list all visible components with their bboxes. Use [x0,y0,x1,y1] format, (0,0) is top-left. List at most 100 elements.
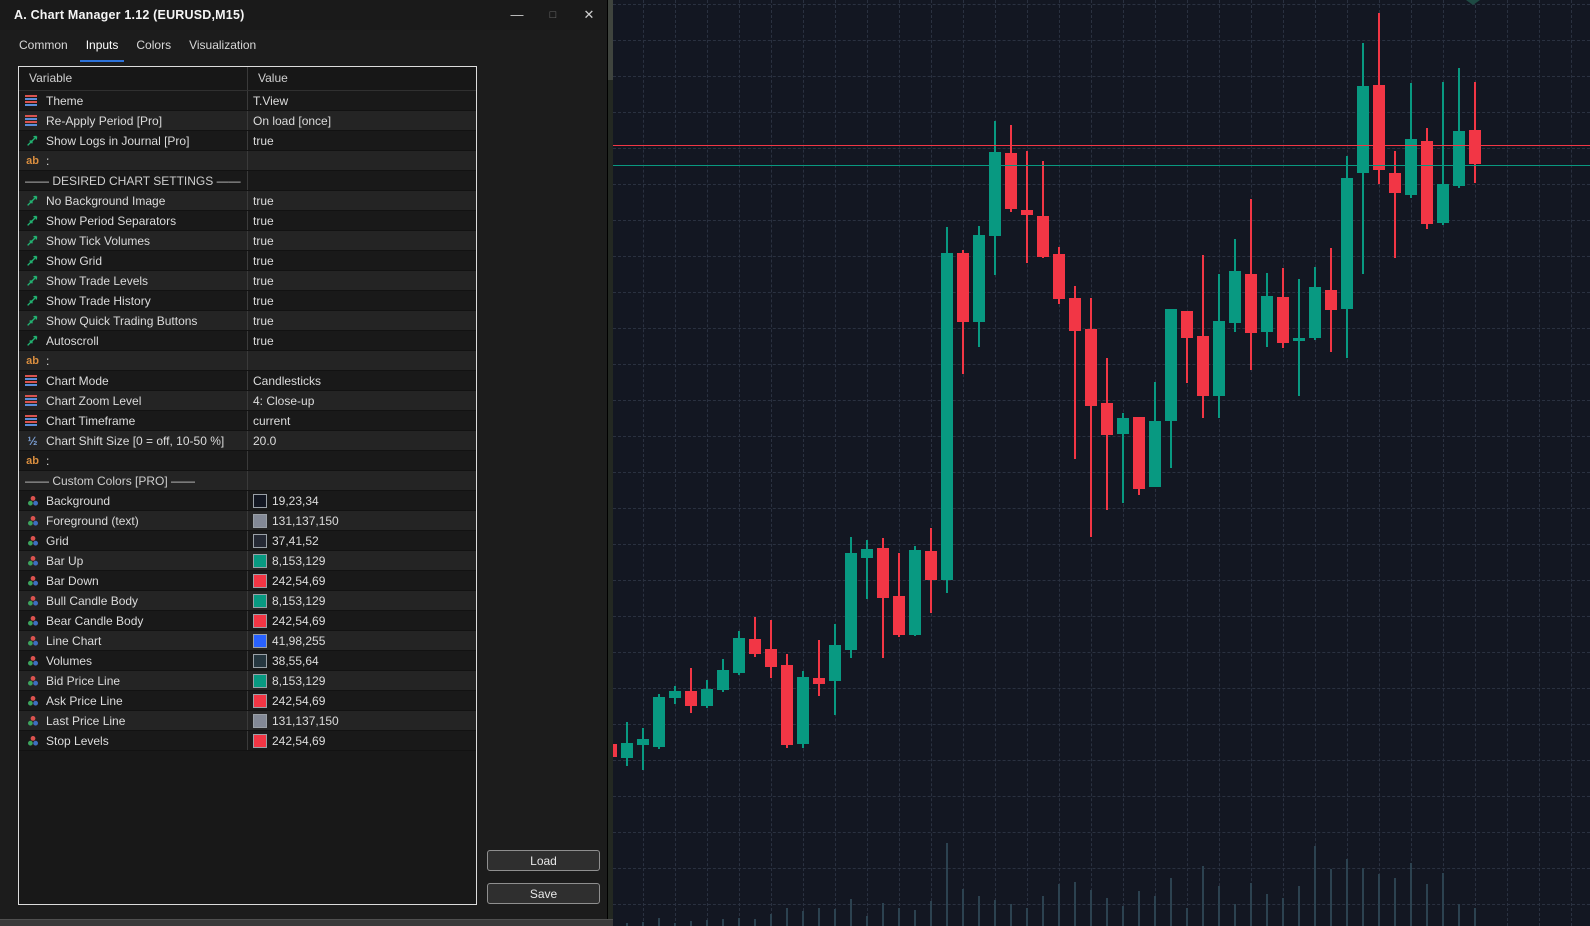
save-button[interactable]: Save [487,883,600,904]
table-row[interactable]: Chart Mode Candlesticks [19,371,476,391]
load-button[interactable]: Load [487,850,600,871]
grid-line [1091,0,1092,926]
table-row[interactable]: Show Trade History true [19,291,476,311]
color-swatch [253,733,267,748]
row-value-cell: current [248,411,476,430]
volume-bar [1233,904,1236,926]
table-row[interactable]: —— DESIRED CHART SETTINGS —— [19,171,476,191]
grid-line [608,832,1590,833]
table-row[interactable]: Bid Price Line 8,153,129 [19,671,476,691]
tab-inputs[interactable]: Inputs [79,30,125,62]
table-row[interactable]: Re-Apply Period [Pro] On load [once] [19,111,476,131]
table-row[interactable]: —— Custom Colors [PRO] —— [19,471,476,491]
volume-bar [673,923,676,926]
candle-wick [753,617,756,657]
table-row[interactable]: Show Quick Trading Buttons true [19,311,476,331]
row-variable-cell: Show Period Separators [19,211,248,230]
table-row[interactable]: Show Tick Volumes true [19,231,476,251]
table-row[interactable]: ab: [19,151,476,171]
window-bottom-edge [0,919,613,926]
row-value-cell: 131,137,150 [248,711,476,730]
candle-body [716,670,729,690]
grid-line [803,0,804,926]
row-value: true [253,133,274,148]
color-swatch [253,653,267,668]
table-row[interactable]: Bar Up 8,153,129 [19,551,476,571]
candle-body [1468,130,1481,164]
grid-line [608,472,1590,473]
table-row[interactable]: Volumes 38,55,64 [19,651,476,671]
table-row[interactable]: Bear Candle Body 242,54,69 [19,611,476,631]
row-value-cell: true [248,131,476,150]
close-icon[interactable]: ✕ [583,7,595,22]
color-icon [25,735,40,747]
candle-body [1372,85,1385,170]
volume-bar [1265,894,1268,926]
volume-bar [833,909,836,926]
volume-bar [1281,898,1284,926]
candle-body [844,553,857,650]
candle-body [1244,274,1257,333]
candle-body [748,639,761,654]
table-row[interactable]: ab: [19,451,476,471]
candle-body [828,645,841,681]
candle-body [1084,329,1097,406]
row-label: Show Trade Levels [46,273,149,288]
table-row[interactable]: Show Trade Levels true [19,271,476,291]
row-label: Last Price Line [46,713,126,728]
table-row[interactable]: Bar Down 242,54,69 [19,571,476,591]
table-row[interactable]: Background 19,23,34 [19,491,476,511]
table-row[interactable]: Line Chart 41,98,255 [19,631,476,651]
table-header: Variable Value [19,67,476,91]
price-chart[interactable] [608,0,1590,926]
candle-body [892,596,905,635]
row-variable-cell: Background [19,491,248,510]
table-row[interactable]: Show Logs in Journal [Pro] true [19,131,476,151]
tab-bar: Common Inputs Colors Visualization [0,30,607,62]
table-row[interactable]: Ask Price Line 242,54,69 [19,691,476,711]
table-row[interactable]: Show Period Separators true [19,211,476,231]
row-value: 8,153,129 [272,553,326,568]
table-row[interactable]: Foreground (text) 131,137,150 [19,511,476,531]
row-label: Chart Mode [46,373,109,388]
row-label: Bar Down [46,573,99,588]
candle-body [1228,271,1241,323]
candle-body [668,691,681,698]
row-label: : [46,353,50,368]
bool-icon [25,214,40,227]
volume-bar [1457,904,1460,926]
table-row[interactable]: Chart Timeframe current [19,411,476,431]
table-row[interactable]: ab: [19,351,476,371]
row-variable-cell: Show Trade History [19,291,248,310]
minimize-icon[interactable]: — [510,7,524,22]
table-row[interactable]: Bull Candle Body 8,153,129 [19,591,476,611]
table-row[interactable]: Stop Levels 242,54,69 [19,731,476,751]
candle-body [700,689,713,706]
table-row[interactable]: No Background Image true [19,191,476,211]
table-row[interactable]: Theme T.View [19,91,476,111]
volume-bar [1089,890,1092,926]
grid-line [608,220,1590,221]
volume-bar [849,899,852,926]
row-value: true [253,193,274,208]
tab-colors[interactable]: Colors [136,38,172,52]
table-row[interactable]: Last Price Line 131,137,150 [19,711,476,731]
color-swatch [253,493,267,508]
grid-line [608,40,1590,41]
grid-line [931,0,932,926]
table-row[interactable]: Show Grid true [19,251,476,271]
table-row[interactable]: Chart Zoom Level 4: Close-up [19,391,476,411]
row-value-cell: 38,55,64 [248,651,476,670]
row-variable-cell: Show Tick Volumes [19,231,248,250]
title-bar: A. Chart Manager 1.12 (EURUSD,M15) — □ ✕ [0,0,607,30]
candle-body [876,548,889,598]
table-row[interactable]: ½ Chart Shift Size [0 = off, 10-50 %] 20.0 [19,431,476,451]
color-swatch [253,673,267,688]
table-row[interactable]: Grid 37,41,52 [19,531,476,551]
tab-common[interactable]: Common [19,38,68,52]
table-row[interactable]: Autoscroll true [19,331,476,351]
grid-line [608,112,1590,113]
tab-visualization[interactable]: Visualization [189,38,257,52]
maximize-icon[interactable]: □ [549,9,557,21]
candle-body [908,550,921,635]
